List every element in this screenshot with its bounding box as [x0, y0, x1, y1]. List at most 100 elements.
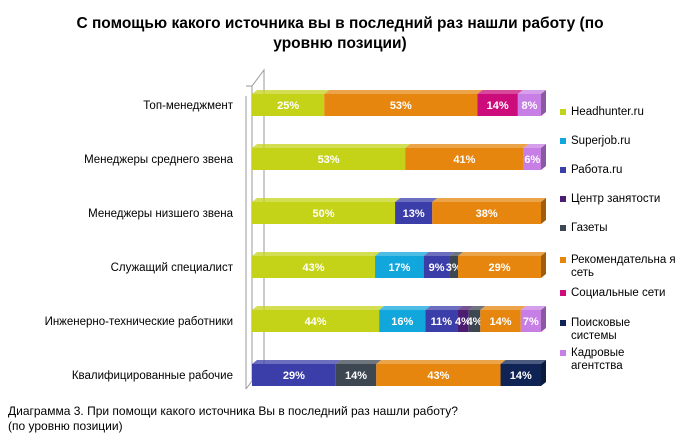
legend-swatch: [560, 196, 566, 202]
data-label: 6%: [524, 154, 540, 166]
legend-label: Кадровые агентства: [571, 347, 625, 372]
data-label: 43%: [427, 370, 449, 382]
legend-label: Газеты: [571, 222, 608, 234]
data-label: 43%: [303, 262, 325, 274]
bar-segment: [405, 148, 524, 170]
bar-segment: [252, 202, 396, 224]
bar-segment-top: [252, 144, 411, 148]
data-label: 13%: [403, 208, 425, 220]
data-label: 16%: [391, 316, 413, 328]
legend-swatch: [560, 167, 566, 173]
bar-segment-top: [517, 90, 546, 94]
bar-segment-top: [432, 198, 546, 202]
data-label: 14%: [510, 370, 532, 382]
bar-segment: [457, 310, 469, 332]
bar-side: [541, 144, 546, 170]
bar-side: [541, 90, 546, 116]
bar-segment: [432, 202, 541, 224]
bar-segment-top: [375, 252, 429, 256]
bar-side: [541, 306, 546, 332]
bar-segment: [252, 310, 380, 332]
bar-segment: [335, 364, 377, 386]
bar-segment: [423, 256, 450, 278]
axis-frame: [245, 68, 265, 390]
bar-segment-top: [335, 360, 382, 364]
data-label: 29%: [488, 262, 510, 274]
bar-segment: [517, 94, 541, 116]
bar-segment-top: [324, 90, 483, 94]
bar-segment: [375, 256, 424, 278]
category-label: Топ-менеджмент: [143, 100, 233, 112]
bar-segment: [480, 310, 521, 332]
caption-line-2: (по уровню позиции): [8, 419, 123, 433]
bar-segment-top: [252, 252, 381, 256]
figure-caption: Диаграмма 3. При помощи какого источника…: [8, 404, 528, 434]
data-label: 9%: [429, 262, 445, 274]
data-label: 44%: [305, 316, 327, 328]
data-label: 14%: [487, 100, 509, 112]
bar-segment-top: [523, 144, 546, 148]
bar-segment-top: [480, 306, 526, 310]
legend-swatch: [560, 350, 566, 356]
data-label: 14%: [490, 316, 512, 328]
bar-segment-top: [468, 306, 486, 310]
bar-segment-top: [458, 252, 546, 256]
data-label: 7%: [523, 316, 539, 328]
bar-segment: [252, 256, 376, 278]
bar-segment: [376, 364, 501, 386]
bar-segment-top: [252, 198, 401, 202]
bar-segment: [458, 256, 541, 278]
data-label: 38%: [476, 208, 498, 220]
category-label: Квалифицированные рабочие: [72, 370, 233, 382]
category-label: Инженерно-технические работники: [45, 316, 233, 328]
legend-swatch: [560, 290, 566, 296]
bar-segment-top: [395, 198, 438, 202]
bar-side: [541, 252, 546, 278]
bar-side: [541, 198, 546, 224]
legend-label: Поисковые системы: [571, 317, 631, 342]
bar-segment-top: [376, 360, 506, 364]
bar-segment-top: [449, 252, 464, 256]
data-label: 53%: [390, 100, 412, 112]
data-label: 25%: [277, 100, 299, 112]
data-label: 4%: [455, 316, 471, 328]
legend-label: Superjob.ru: [571, 135, 631, 147]
bar-segment: [425, 310, 458, 332]
data-label: 11%: [431, 316, 453, 328]
bar-segment-top: [423, 252, 455, 256]
bar-segment: [252, 148, 406, 170]
data-label: 14%: [345, 370, 367, 382]
legend-swatch: [560, 109, 566, 115]
bar-segment-top: [520, 306, 546, 310]
bar-segment: [449, 256, 459, 278]
category-label: Менеджеры низшего звена: [88, 208, 233, 220]
bar-segment-top: [425, 306, 463, 310]
bar-segment-top: [379, 306, 431, 310]
bar-segment: [477, 94, 518, 116]
legend-label: Рекомендательна я сеть: [571, 254, 676, 279]
legend-swatch: [560, 320, 566, 326]
bar-segment-top: [252, 90, 330, 94]
bar-segment: [520, 310, 541, 332]
chart-title: С помощью какого источника вы в последни…: [76, 15, 604, 52]
legend-swatch: [560, 138, 566, 144]
legend-swatch: [560, 257, 566, 263]
data-label: 17%: [388, 262, 410, 274]
legend-label: Работа.ru: [571, 164, 623, 176]
bar-segment-top: [477, 90, 523, 94]
legend-label: Центр занятости: [571, 193, 661, 205]
legend-swatch: [560, 225, 566, 231]
data-label: 50%: [313, 208, 335, 220]
category-label: Менеджеры среднего звена: [84, 154, 234, 166]
data-label: 41%: [453, 154, 475, 166]
bar-segment-top: [252, 306, 385, 310]
legend-label: Социальные сети: [571, 287, 666, 299]
data-label: 53%: [318, 154, 340, 166]
caption-line-1: Диаграмма 3. При помощи какого источника…: [8, 404, 458, 418]
data-label: 4%: [467, 316, 483, 328]
bar-segment-top: [500, 360, 546, 364]
legend-label: Headhunter.ru: [571, 106, 644, 118]
bar-segment: [252, 94, 325, 116]
data-label: 3%: [446, 262, 462, 274]
